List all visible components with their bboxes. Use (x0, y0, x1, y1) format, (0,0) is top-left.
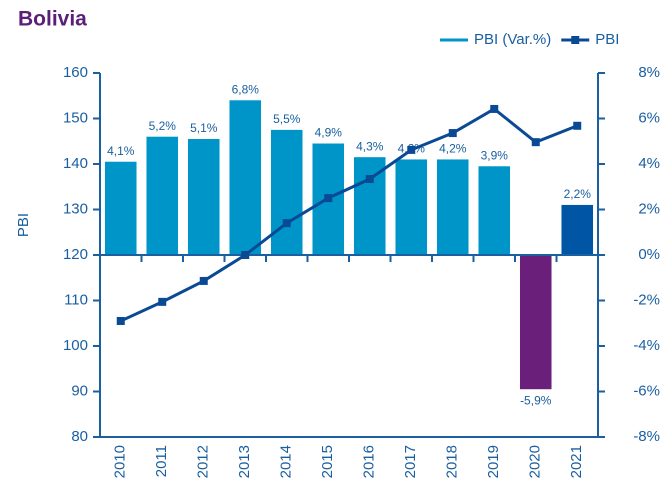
chart-title: Bolivia (18, 8, 87, 31)
point (365, 175, 374, 184)
y-tick-label: 130 (63, 200, 88, 217)
bar (104, 161, 137, 255)
y2-tick-label: 2% (638, 200, 660, 217)
y-tick-label: 110 (64, 291, 88, 308)
point (324, 194, 333, 203)
y-tick-label: 100 (63, 337, 88, 354)
y-tick-label: 160 (63, 64, 88, 81)
data-label: 5,2% (149, 119, 177, 133)
data-label: 4,1% (107, 144, 135, 158)
bar (395, 159, 428, 255)
x-tick-label: 2017 (402, 445, 419, 478)
bar (436, 159, 469, 255)
x-tick-label: 2021 (568, 445, 585, 478)
point (116, 316, 125, 325)
point (573, 121, 582, 130)
data-label: 5,1% (190, 121, 218, 135)
x-tick-label: 2014 (278, 445, 295, 478)
bar (270, 129, 303, 255)
y2-tick-label: -4% (633, 337, 660, 354)
point (282, 219, 291, 228)
y2-tick-label: 6% (638, 109, 660, 126)
y-tick-label: 90 (71, 382, 88, 399)
legend-label: PBI (Var.%) (474, 31, 551, 48)
x-tick-label: 2019 (485, 445, 502, 478)
y2-tick-label: -8% (633, 428, 660, 445)
y-axis-label: PBI (15, 213, 32, 237)
data-label: 4,2% (439, 142, 467, 156)
data-label: 2,2% (564, 187, 592, 201)
bar (187, 138, 220, 255)
point (158, 297, 167, 306)
y2-tick-label: -6% (633, 382, 660, 399)
data-label: -5,9% (520, 393, 552, 407)
data-label: 4,9% (315, 126, 343, 140)
x-tick-label: 2013 (236, 445, 253, 478)
bar (561, 204, 594, 255)
line (120, 107, 578, 323)
y2-tick-label: 8% (638, 64, 660, 81)
point (199, 276, 208, 285)
x-tick-label: 2011 (153, 445, 170, 477)
bar (146, 136, 179, 255)
legend-marker (571, 36, 580, 44)
point (407, 145, 416, 154)
data-label: 4,3% (356, 139, 384, 153)
x-tick-label: 2018 (444, 445, 461, 478)
data-label: 3,9% (481, 148, 509, 162)
bar (519, 255, 552, 390)
y-tick-label: 150 (63, 109, 88, 126)
y2-tick-label: 4% (638, 155, 660, 172)
y-tick-label: 140 (63, 155, 88, 172)
y2-tick-label: -2% (633, 291, 660, 308)
x-tick-label: 2015 (319, 445, 336, 478)
legend-label: PBI (595, 31, 619, 48)
point (448, 129, 457, 138)
point (241, 251, 250, 259)
x-tick-label: 2010 (112, 445, 129, 478)
x-tick-label: 2016 (361, 445, 378, 478)
data-label: 5,5% (273, 112, 301, 126)
x-tick-label: 2012 (195, 445, 212, 478)
bar (478, 166, 511, 255)
point (531, 138, 540, 147)
bar (229, 100, 262, 255)
y2-tick-label: 0% (638, 246, 660, 263)
y-tick-label: 80 (71, 428, 88, 445)
x-tick-label: 2020 (527, 445, 544, 478)
point (490, 104, 499, 113)
y-tick-label: 120 (63, 246, 88, 263)
data-label: 6,8% (232, 82, 260, 96)
bar (353, 157, 386, 255)
